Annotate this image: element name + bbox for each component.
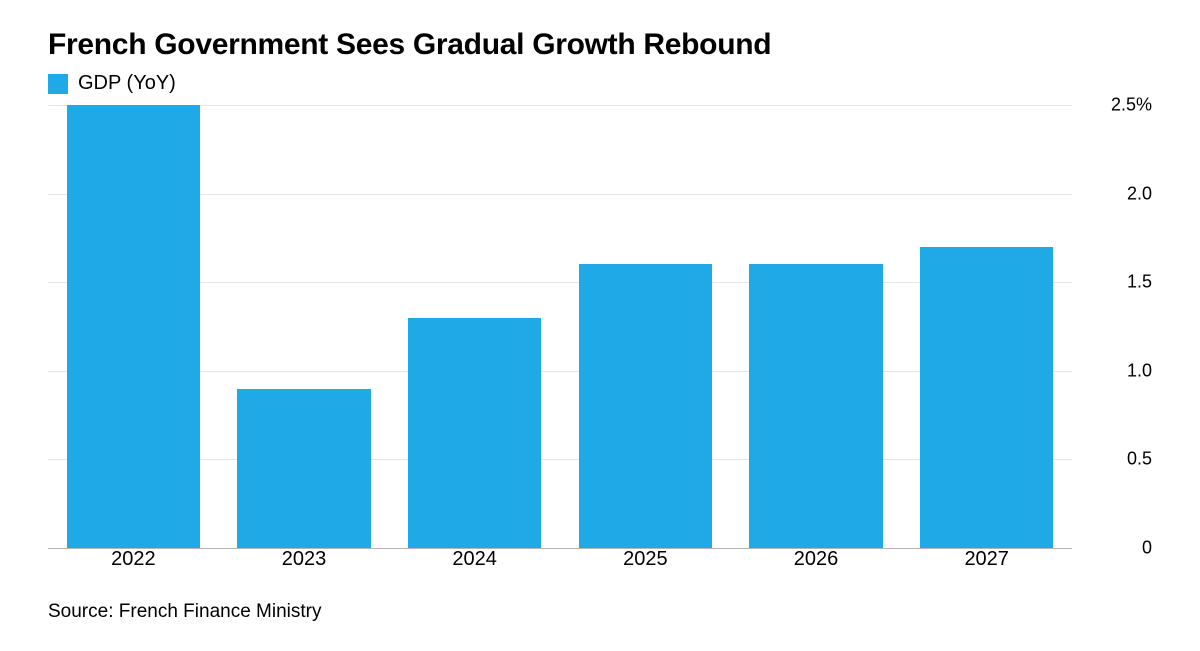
x-baseline bbox=[48, 548, 1072, 549]
y-tick-label: 1.0 bbox=[1127, 360, 1152, 381]
legend-swatch bbox=[48, 74, 68, 94]
x-axis: 202220232024202520262027 bbox=[48, 548, 1072, 571]
x-tick-label: 2027 bbox=[901, 548, 1072, 571]
bar bbox=[579, 264, 712, 548]
chart-container: French Government Sees Gradual Growth Re… bbox=[0, 0, 1200, 651]
x-axis-row: 202220232024202520262027 bbox=[48, 548, 1152, 571]
chart-area: 00.51.01.52.02.5% bbox=[48, 105, 1152, 548]
x-tick-label: 2023 bbox=[219, 548, 390, 571]
bar bbox=[920, 247, 1053, 548]
bar-slot bbox=[219, 105, 390, 548]
bar bbox=[67, 105, 200, 548]
plot-area bbox=[48, 105, 1072, 548]
bar-slot bbox=[389, 105, 560, 548]
bar-slot bbox=[560, 105, 731, 548]
y-tick-label: 2.5% bbox=[1111, 95, 1152, 116]
y-tick-label: 1.5 bbox=[1127, 272, 1152, 293]
x-tick-label: 2022 bbox=[48, 548, 219, 571]
y-tick-label: 2.0 bbox=[1127, 183, 1152, 204]
bar bbox=[749, 264, 882, 548]
legend-label: GDP (YoY) bbox=[78, 72, 176, 95]
chart-title: French Government Sees Gradual Growth Re… bbox=[48, 28, 1152, 62]
source-text: Source: French Finance Ministry bbox=[48, 601, 1152, 623]
y-axis: 00.51.01.52.02.5% bbox=[1072, 105, 1152, 548]
bars-group bbox=[48, 105, 1072, 548]
x-tick-label: 2024 bbox=[389, 548, 560, 571]
bar bbox=[408, 318, 541, 548]
y-tick-label: 0.5 bbox=[1127, 449, 1152, 470]
bar bbox=[237, 389, 370, 548]
y-tick-label: 0 bbox=[1142, 538, 1152, 559]
bar-slot bbox=[48, 105, 219, 548]
x-tick-label: 2026 bbox=[731, 548, 902, 571]
bar-slot bbox=[731, 105, 902, 548]
x-axis-spacer bbox=[1072, 548, 1152, 571]
bar-slot bbox=[901, 105, 1072, 548]
x-tick-label: 2025 bbox=[560, 548, 731, 571]
legend: GDP (YoY) bbox=[48, 72, 1152, 95]
